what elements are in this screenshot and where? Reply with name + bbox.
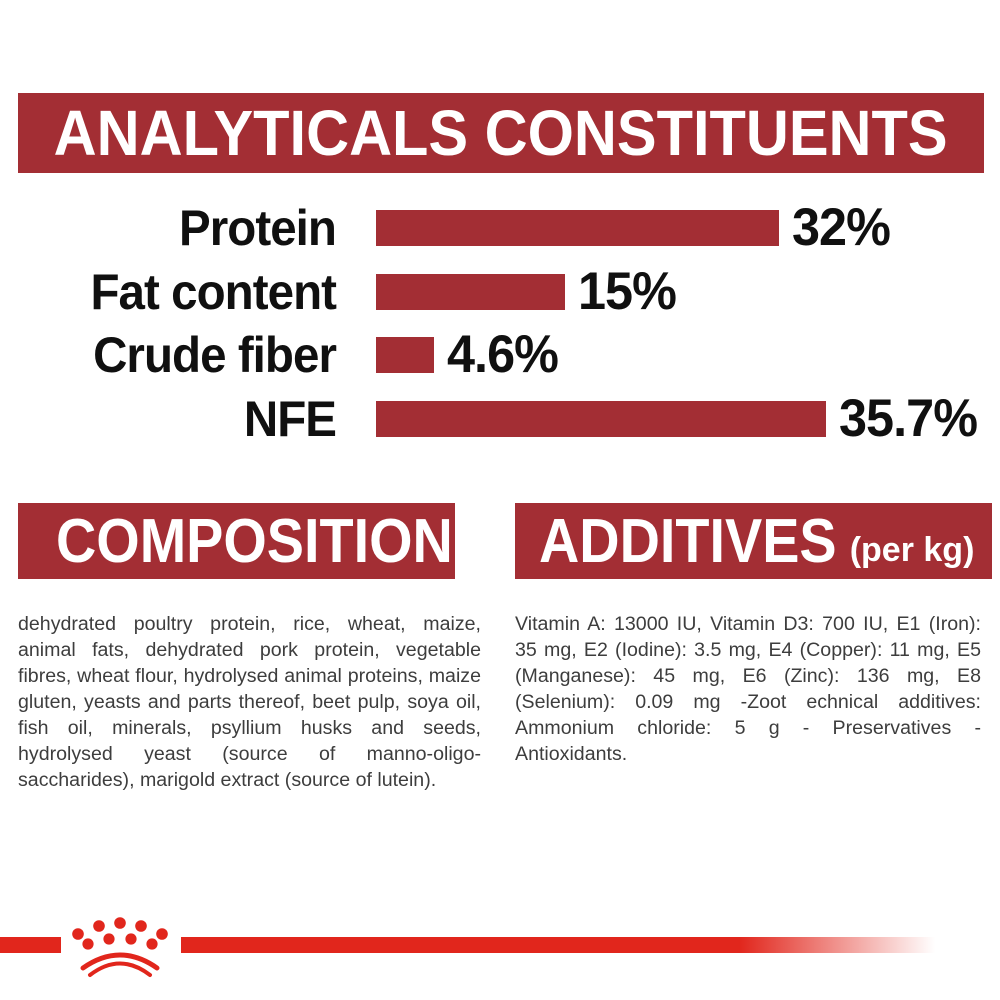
bar-row-crude-fiber: Crude fiber 4.6% [0,325,1000,384]
bar-fill [376,274,565,310]
additives-title: ADDITIVES [539,506,837,576]
composition-header: COMPOSITION [18,503,455,579]
royal-canin-crown-icon [72,917,168,977]
bar-fill [376,337,434,373]
composition-title: COMPOSITION [56,506,453,576]
bar-label: Protein [179,200,337,256]
crown-arcs [80,952,160,977]
bar-label: Fat content [90,264,336,320]
bar-fill [376,401,826,437]
additives-header: ADDITIVES (per kg) [515,503,992,579]
additives-subtitle: (per kg) [849,530,975,569]
analytical-constituents-header: ANALYTICALS CONSTITUENTS [18,93,984,173]
panel-title: ANALYTICALS CONSTITUENTS [54,97,948,169]
brand-stripe-right [181,937,935,953]
bar-fill [376,210,779,246]
bar-row-fat-content: Fat content 15% [0,262,1000,321]
bar-value: 15% [578,262,677,321]
bar-label: NFE [243,391,337,447]
bar-value: 32% [792,198,891,257]
bar-row-nfe: NFE 35.7% [0,389,1000,448]
bar-value: 4.6% [447,325,559,384]
constituents-bar-chart: Protein 32% Fat content 15% Crude fiber … [0,0,1000,460]
bar-row-protein: Protein 32% [0,198,1000,257]
bar-label: Crude fiber [93,327,337,383]
brand-stripe-left [0,937,61,953]
bar-value: 35.7% [839,389,978,448]
additives-body: Vitamin A: 13000 IU, Vitamin D3: 700 IU,… [515,612,981,765]
composition-body: dehydrated poultry protein, rice, wheat,… [18,612,481,791]
crown-dots [72,917,168,950]
